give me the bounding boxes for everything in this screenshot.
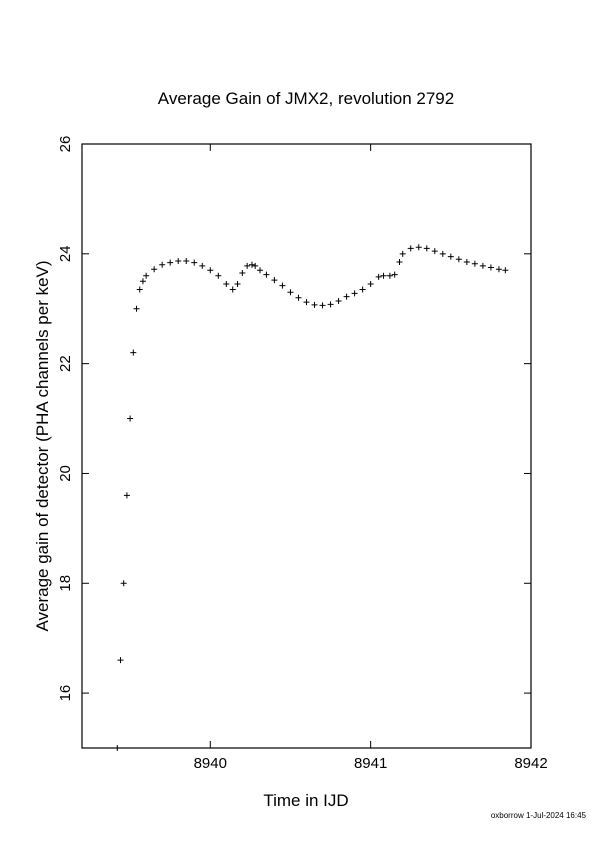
data-point	[335, 298, 342, 305]
data-point	[136, 286, 143, 293]
data-point	[151, 266, 158, 273]
data-point	[159, 261, 166, 268]
data-point	[252, 262, 259, 269]
data-point	[234, 281, 241, 288]
data-point	[223, 281, 230, 288]
data-point	[229, 286, 236, 293]
data-point	[391, 271, 398, 278]
data-point	[263, 271, 270, 278]
data-point	[495, 266, 502, 273]
data-point	[287, 289, 294, 296]
data-point	[127, 415, 134, 422]
data-point	[279, 282, 286, 289]
data-point	[199, 262, 206, 269]
y-tick-label: 24	[57, 245, 74, 262]
data-point	[431, 248, 438, 255]
plot-frame	[81, 143, 532, 749]
data-point	[407, 245, 414, 252]
x-tick-label: 8942	[514, 755, 547, 772]
data-point	[439, 250, 446, 257]
data-point	[399, 250, 406, 257]
footer-stamp: oxborrow 1-Jul-2024 16:45	[491, 811, 587, 820]
data-point	[207, 267, 214, 274]
data-point	[319, 302, 326, 309]
data-point	[239, 270, 246, 277]
data-point	[139, 278, 146, 285]
axis-ticks	[82, 143, 532, 748]
data-points	[114, 244, 509, 751]
data-point	[167, 259, 174, 266]
y-tick-label: 20	[57, 465, 74, 482]
data-point	[386, 272, 393, 279]
data-point	[423, 245, 430, 252]
data-point	[375, 273, 382, 280]
data-point	[351, 290, 358, 297]
data-point	[123, 492, 130, 499]
y-axis-label: Average gain of detector (PHA channels p…	[33, 260, 52, 631]
y-tick-label: 22	[57, 355, 74, 372]
data-point	[311, 301, 318, 308]
data-point	[415, 244, 422, 251]
data-point	[130, 349, 137, 356]
data-point	[114, 745, 121, 751]
data-point	[191, 259, 198, 266]
y-tick-label: 26	[57, 136, 74, 153]
data-point	[271, 277, 278, 284]
y-tick-label: 18	[57, 575, 74, 592]
data-point	[256, 267, 263, 274]
data-point	[215, 272, 222, 279]
data-point	[143, 272, 150, 279]
data-point	[303, 299, 310, 306]
chart-title: Average Gain of JMX2, revolution 2792	[158, 89, 454, 108]
data-point	[359, 286, 366, 293]
data-point	[471, 260, 478, 267]
data-point	[183, 257, 190, 264]
data-point	[327, 301, 334, 308]
data-point	[175, 257, 182, 264]
data-point	[463, 259, 470, 266]
y-tick-label: 16	[57, 685, 74, 702]
data-point	[133, 305, 140, 312]
data-point	[244, 262, 251, 269]
data-point	[343, 293, 350, 300]
data-point	[117, 657, 124, 664]
data-point	[248, 261, 255, 268]
data-point	[295, 294, 302, 301]
data-point	[447, 253, 454, 260]
data-point	[487, 264, 494, 271]
data-point	[120, 580, 127, 587]
data-point	[455, 256, 462, 263]
data-point	[502, 267, 509, 274]
x-tick-label: 8941	[354, 755, 387, 772]
data-point	[396, 259, 403, 266]
x-axis-label: Time in IJD	[263, 791, 348, 810]
data-point	[380, 272, 387, 279]
tick-labels: 8940 8941 8942 16 18 20 22 24 26	[57, 136, 548, 772]
x-tick-label: 8940	[194, 755, 227, 772]
data-point	[479, 262, 486, 269]
data-point	[367, 281, 374, 288]
